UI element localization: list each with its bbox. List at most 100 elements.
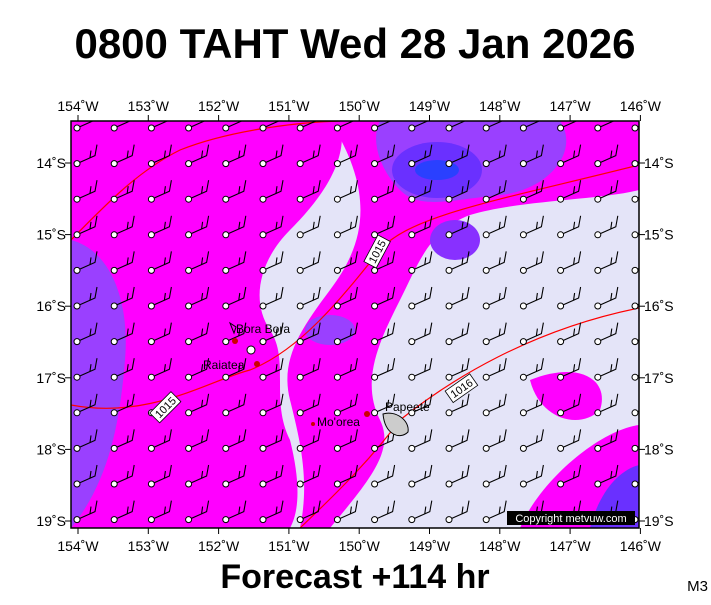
- station: [110, 160, 118, 168]
- wind-barb: [225, 144, 247, 165]
- station: [296, 124, 304, 132]
- station: [445, 302, 453, 310]
- station: [222, 409, 230, 417]
- wind-barb: [560, 121, 578, 129]
- longitude-label: 151˚W: [268, 98, 310, 114]
- wind-barb: [188, 429, 210, 449]
- island: [382, 412, 409, 437]
- station: [296, 266, 304, 274]
- station: [445, 231, 453, 239]
- station: [557, 338, 565, 346]
- station: [110, 302, 118, 310]
- longitude-label: 154˚W: [57, 538, 99, 554]
- isobar-label: 1015: [149, 391, 182, 424]
- isobar: [71, 164, 639, 409]
- wind-barb: [411, 500, 433, 521]
- wind-barb: [411, 180, 433, 200]
- station: [594, 480, 602, 488]
- station: [259, 302, 267, 310]
- station: [408, 231, 416, 239]
- station: [631, 444, 639, 452]
- wind-barb: [188, 251, 210, 271]
- wind-barb: [151, 358, 172, 378]
- wind-barb: [151, 429, 172, 449]
- station: [482, 480, 490, 488]
- longitude-label: 152˚W: [198, 538, 240, 554]
- station: [408, 373, 416, 381]
- station: [333, 266, 341, 274]
- latitude-label: 14˚S: [644, 155, 674, 171]
- station: [519, 480, 527, 488]
- wind-barb: [299, 215, 321, 236]
- latitude-label: 18˚S: [36, 441, 66, 457]
- station: [259, 195, 267, 203]
- station: [147, 160, 155, 168]
- longitude-label: 147˚W: [549, 538, 591, 554]
- wind-barb: [560, 286, 582, 307]
- station: [371, 124, 379, 132]
- wind-barb: [299, 251, 321, 271]
- station: [557, 160, 565, 168]
- wind-barb: [76, 215, 98, 236]
- wind-barb: [560, 358, 582, 378]
- station: [371, 338, 379, 346]
- label-box: [363, 234, 391, 269]
- station: [259, 266, 267, 274]
- wind-barb: [299, 500, 321, 521]
- wind-barb: [151, 322, 172, 343]
- station: [371, 195, 379, 203]
- station: [147, 195, 155, 203]
- wind-barb: [485, 322, 507, 343]
- wind-barb: [448, 429, 470, 449]
- wind-barb: [188, 358, 210, 378]
- station: [259, 480, 267, 488]
- wind-barb: [448, 322, 470, 343]
- latitude-label: 19˚S: [36, 513, 66, 529]
- station: [594, 231, 602, 239]
- wind-barb: [299, 464, 321, 485]
- wind-barb: [448, 215, 470, 236]
- wind-barb: [188, 215, 210, 236]
- wind-barb: [597, 322, 619, 343]
- wind-barb: [225, 393, 247, 414]
- wind-barb: [225, 286, 247, 307]
- wind-barb: [560, 215, 582, 236]
- station: [482, 516, 490, 524]
- station: [445, 409, 453, 417]
- wind-barb: [597, 215, 619, 236]
- wind-barb: [262, 464, 284, 485]
- wind-barb: [225, 251, 247, 271]
- wind-barb: [262, 144, 284, 165]
- wind-barb: [188, 464, 210, 485]
- wind-barb: [113, 180, 135, 200]
- town: [254, 361, 260, 367]
- wind-barb: [448, 286, 470, 307]
- shade-purple: [71, 240, 126, 528]
- wind-barb: [151, 464, 172, 485]
- longitude-label: 152˚W: [198, 98, 240, 114]
- station: [519, 338, 527, 346]
- station: [408, 266, 416, 274]
- wind-barb: [113, 286, 135, 307]
- wind-barb: [374, 393, 396, 414]
- station: [147, 516, 155, 524]
- station: [110, 444, 118, 452]
- station: [631, 373, 639, 381]
- wind-barb: [523, 215, 544, 236]
- wind-barb: [151, 180, 172, 200]
- wind-barb: [337, 215, 358, 236]
- wind-barb: [113, 121, 132, 129]
- station: [445, 266, 453, 274]
- station: [408, 338, 416, 346]
- wind-barb: [76, 322, 98, 343]
- wind-barb: [485, 144, 507, 165]
- wind-barb: [448, 180, 470, 200]
- station: [73, 124, 81, 132]
- shade-purple: [430, 220, 480, 260]
- wind-barb: [188, 500, 210, 521]
- station: [147, 124, 155, 132]
- station: [259, 516, 267, 524]
- longitude-label: 153˚W: [128, 98, 170, 114]
- wind-barb: [188, 286, 210, 307]
- station: [408, 160, 416, 168]
